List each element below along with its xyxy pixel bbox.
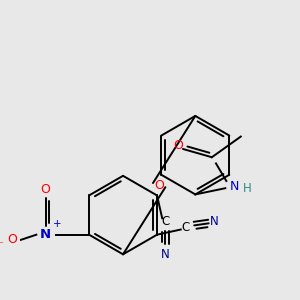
- Text: N: N: [209, 215, 218, 228]
- Text: O: O: [154, 178, 164, 192]
- Text: O: O: [173, 140, 183, 152]
- Text: H: H: [243, 182, 251, 195]
- Text: +: +: [53, 219, 61, 230]
- Text: O: O: [8, 233, 18, 246]
- Text: N: N: [230, 180, 239, 193]
- Text: N: N: [40, 228, 51, 241]
- Text: ⁻: ⁻: [0, 240, 3, 250]
- Text: O: O: [41, 183, 51, 196]
- Text: C: C: [161, 215, 170, 228]
- Text: N: N: [161, 248, 170, 261]
- Text: C: C: [182, 221, 190, 234]
